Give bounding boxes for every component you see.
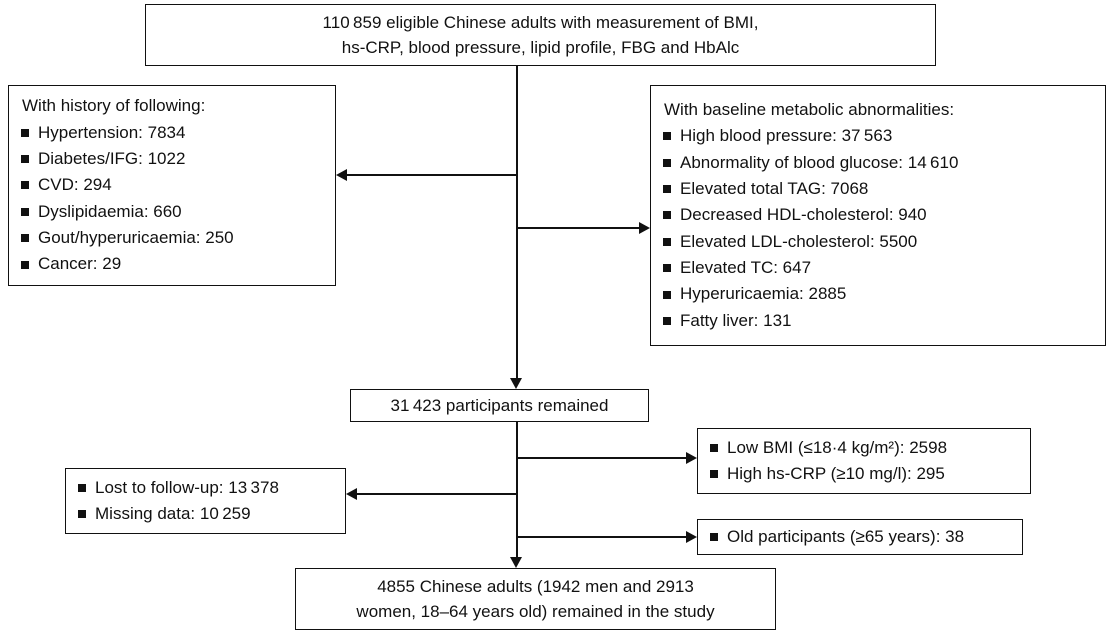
square-bullet-icon	[710, 470, 718, 479]
square-bullet-icon	[21, 155, 29, 164]
bmi-crp-exclusion-box: Low BMI (≤18·4 kg/m²): 2598 High hs-CRP …	[697, 428, 1031, 494]
final-box-line1: 4855 Chinese adults (1942 men and 2913	[377, 576, 694, 596]
list-item: Elevated LDL-cholesterol: 5500	[663, 232, 1093, 252]
remained-participants-label: 31 423 participants remained	[390, 395, 609, 415]
history-item-label: Hypertension: 7834	[38, 122, 186, 142]
square-bullet-icon	[710, 532, 718, 541]
list-item: Diabetes/IFG: 1022	[21, 149, 323, 169]
list-item: Elevated total TAG: 7068	[663, 179, 1093, 199]
arrowhead-to-remained-box	[510, 378, 522, 389]
metabolic-item-label: Hyperuricaemia: 2885	[680, 284, 847, 304]
history-exclusion-box: With history of following: Hypertension:…	[8, 85, 336, 286]
eligible-adults-line2: hs-CRP, blood pressure, lipid profile, F…	[341, 38, 740, 57]
metabolic-item-label: Elevated total TAG: 7068	[680, 178, 869, 198]
connector-to-bmi-crp-box	[518, 457, 686, 459]
arrowhead-to-lost-box	[346, 488, 357, 500]
arrowhead-to-metabolic-box	[639, 222, 650, 234]
remained-participants-box: 31 423 participants remained	[350, 389, 649, 422]
history-item-label: CVD: 294	[38, 175, 112, 195]
list-item: Gout/hyperuricaemia: 250	[21, 228, 323, 248]
list-item: Fatty liver: 131	[663, 311, 1093, 331]
square-bullet-icon	[21, 234, 29, 243]
connector-to-lost-box	[357, 493, 516, 495]
list-item: Hypertension: 7834	[21, 123, 323, 143]
lost-missing-exclusion-box: Lost to follow-up: 13 378 Missing data: …	[65, 468, 346, 534]
square-bullet-icon	[663, 185, 671, 194]
eligible-adults-box: 110 859 eligible Chinese adults with mea…	[145, 4, 936, 66]
arrowhead-to-history-box	[336, 169, 347, 181]
history-item-label: Cancer: 29	[38, 254, 122, 274]
metabolic-box-title: With baseline metabolic abnormalities:	[664, 99, 955, 119]
lost-item-label: Missing data: 10 259	[95, 504, 251, 523]
connector-remained-to-final	[516, 422, 518, 558]
connector-to-metabolic-box	[518, 227, 639, 229]
bmi-crp-item-label: High hs-CRP (≥10 mg/l): 295	[727, 464, 945, 483]
square-bullet-icon	[78, 483, 86, 492]
list-item: Missing data: 10 259	[78, 504, 333, 524]
list-item: Decreased HDL-cholesterol: 940	[663, 205, 1093, 225]
square-bullet-icon	[78, 510, 86, 519]
square-bullet-icon	[663, 158, 671, 167]
final-study-population-box: 4855 Chinese adults (1942 men and 2913 w…	[295, 568, 776, 630]
eligible-adults-line1: 110 859 eligible Chinese adults with mea…	[322, 12, 759, 32]
square-bullet-icon	[663, 132, 671, 141]
arrowhead-to-final-box	[510, 557, 522, 568]
metabolic-item-label: Decreased HDL-cholesterol: 940	[680, 205, 927, 225]
square-bullet-icon	[663, 211, 671, 220]
arrowhead-to-old-box	[686, 531, 697, 543]
list-item: Elevated TC: 647	[663, 258, 1093, 278]
old-participants-item-label: Old participants (≥65 years): 38	[727, 526, 965, 546]
list-item: Low BMI (≤18·4 kg/m²): 2598	[710, 438, 1018, 458]
bmi-crp-item-label: Low BMI (≤18·4 kg/m²): 2598	[727, 437, 948, 457]
metabolic-item-label: High blood pressure: 37 563	[680, 126, 893, 146]
connector-to-history-box	[347, 174, 516, 176]
list-item: CVD: 294	[21, 175, 323, 195]
metabolic-item-label: Elevated TC: 647	[680, 258, 812, 278]
square-bullet-icon	[21, 207, 29, 216]
square-bullet-icon	[710, 443, 718, 452]
list-item: High hs-CRP (≥10 mg/l): 295	[710, 464, 1018, 484]
list-item: Cancer: 29	[21, 254, 323, 274]
connector-top-to-remained	[516, 66, 518, 379]
history-box-title: With history of following:	[22, 96, 206, 116]
arrowhead-to-bmi-crp-box	[686, 452, 697, 464]
history-item-label: Diabetes/IFG: 1022	[38, 148, 186, 168]
square-bullet-icon	[663, 264, 671, 273]
square-bullet-icon	[663, 317, 671, 326]
history-item-label: Dyslipidaemia: 660	[38, 201, 182, 221]
list-item: Dyslipidaemia: 660	[21, 202, 323, 222]
square-bullet-icon	[21, 128, 29, 137]
metabolic-item-label: Abnormality of blood glucose: 14 610	[680, 152, 959, 172]
square-bullet-icon	[663, 290, 671, 299]
list-item: Abnormality of blood glucose: 14 610	[663, 153, 1093, 173]
square-bullet-icon	[21, 181, 29, 190]
lost-item-label: Lost to follow-up: 13 378	[95, 477, 279, 497]
history-item-label: Gout/hyperuricaemia: 250	[38, 228, 234, 248]
list-item: Old participants (≥65 years): 38	[710, 527, 1010, 547]
square-bullet-icon	[21, 260, 29, 269]
list-item: Hyperuricaemia: 2885	[663, 284, 1093, 304]
metabolic-item-label: Fatty liver: 131	[680, 310, 792, 330]
list-item: High blood pressure: 37 563	[663, 126, 1093, 146]
list-item: Lost to follow-up: 13 378	[78, 478, 333, 498]
square-bullet-icon	[663, 237, 671, 246]
metabolic-item-label: Elevated LDL-cholesterol: 5500	[680, 231, 918, 251]
connector-to-old-box	[518, 536, 686, 538]
final-box-line2: women, 18–64 years old) remained in the …	[356, 602, 715, 621]
old-participants-exclusion-box: Old participants (≥65 years): 38	[697, 519, 1023, 555]
metabolic-exclusion-box: With baseline metabolic abnormalities: H…	[650, 85, 1106, 346]
